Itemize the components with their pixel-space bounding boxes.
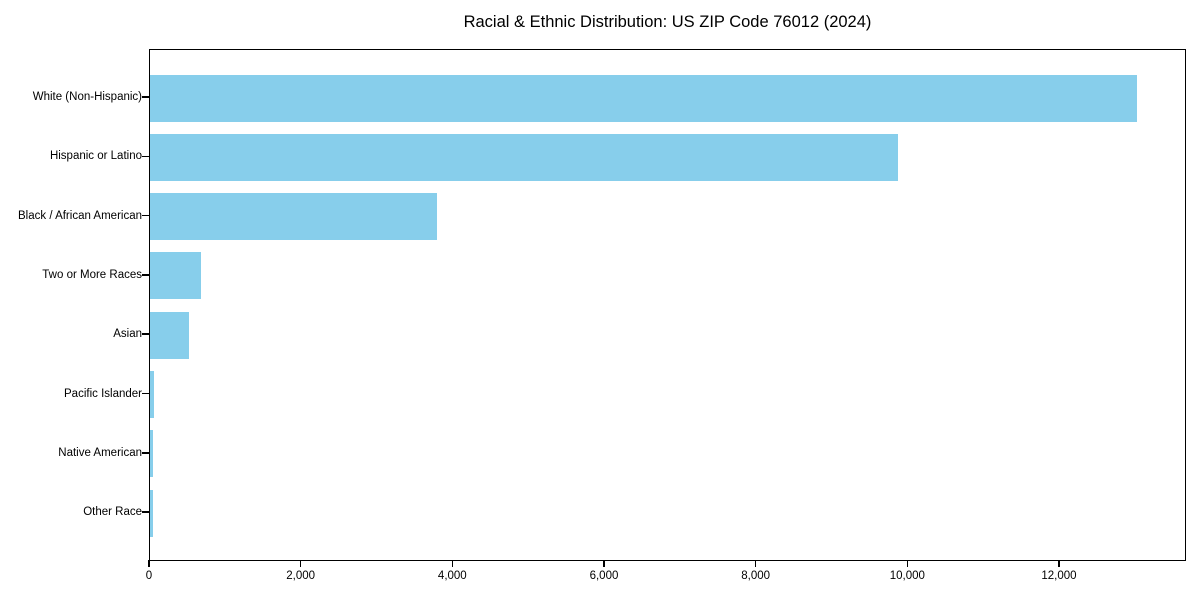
x-tick-label: 2,000 xyxy=(286,570,316,582)
x-tick-mark xyxy=(906,560,909,567)
x-tick-mark xyxy=(1058,560,1060,567)
bar xyxy=(150,193,438,241)
bar xyxy=(150,311,189,359)
bar xyxy=(150,489,154,537)
x-tick-label: 4,000 xyxy=(437,570,467,582)
y-tick-mark xyxy=(142,511,149,513)
y-tick-label: White (Non-Hispanic) xyxy=(32,91,142,103)
y-tick-label: Asian xyxy=(113,328,142,341)
y-tick-mark xyxy=(142,392,149,395)
x-tick-label: 12,000 xyxy=(1041,570,1077,582)
y-tick-mark xyxy=(142,333,149,335)
x-tick-label: 6,000 xyxy=(589,570,619,582)
x-tick-label: 8,000 xyxy=(741,570,771,582)
y-tick-label: Native American xyxy=(58,446,142,459)
y-tick-label: Hispanic or Latino xyxy=(49,150,142,163)
bar xyxy=(150,133,899,181)
x-tick-mark xyxy=(451,560,454,567)
bar xyxy=(150,252,202,300)
bar xyxy=(150,74,1137,122)
y-tick-label: Other Race xyxy=(83,506,142,519)
y-tick-label: Pacific Islander xyxy=(64,387,142,400)
y-tick-label: Black / African American xyxy=(18,209,142,222)
y-tick-mark xyxy=(142,155,149,158)
x-tick-mark xyxy=(754,560,757,567)
x-tick-label: 0 xyxy=(145,570,153,582)
y-tick-mark xyxy=(142,274,149,276)
plot-area xyxy=(149,49,1186,561)
x-tick-mark xyxy=(603,560,605,567)
chart-title: Racial & Ethnic Distribution: US ZIP Cod… xyxy=(463,13,872,31)
y-tick-mark xyxy=(142,96,149,98)
bar xyxy=(150,371,155,418)
y-tick-mark xyxy=(142,214,149,217)
x-tick-mark xyxy=(299,560,302,567)
bar xyxy=(150,430,154,478)
x-tick-mark xyxy=(148,560,150,567)
x-tick-label: 10,000 xyxy=(889,570,925,582)
y-tick-label: Two or More Races xyxy=(42,268,142,281)
y-tick-mark xyxy=(142,452,149,454)
